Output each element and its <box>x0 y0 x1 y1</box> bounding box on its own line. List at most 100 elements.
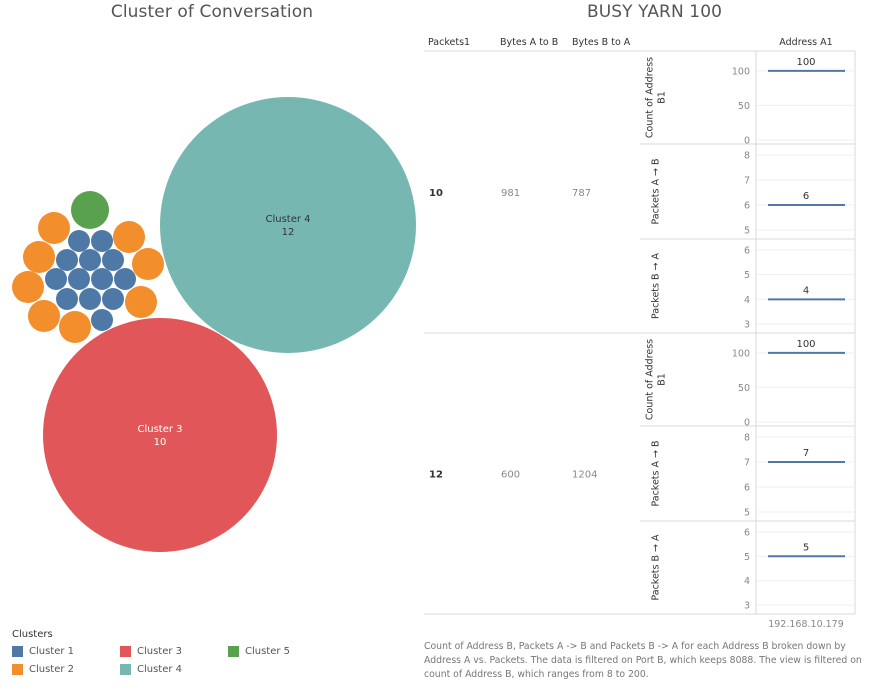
axis-tick-label: 0 <box>744 136 750 147</box>
axis-tick-label: 6 <box>744 201 750 212</box>
measure-name-label: Count of Address B1 <box>645 339 668 420</box>
bubble-cluster-2[interactable] <box>12 271 44 303</box>
legend-title: Clusters <box>12 629 53 640</box>
axis-tick-label: 6 <box>744 483 750 494</box>
measure-name-label: Packets B → A <box>651 252 662 319</box>
column-header: Bytes A to B <box>500 37 558 48</box>
axis-tick-label: 100 <box>732 348 750 359</box>
axis-tick-label: 7 <box>744 176 750 187</box>
legend-label: Cluster 4 <box>137 664 183 675</box>
measure-name-label: Packets A → B <box>651 158 662 224</box>
column-header: Bytes B to A <box>572 37 631 48</box>
bubble-label: Cluster 3 <box>137 424 182 435</box>
axis-tick-label: 8 <box>744 433 750 444</box>
axis-tick-label: 3 <box>744 601 750 612</box>
bubble-value: 12 <box>282 227 295 238</box>
measure-name-label: Packets A → B <box>651 440 662 506</box>
legend-swatch <box>12 646 23 657</box>
address-a-value: 192.168.10.179 <box>768 619 844 630</box>
bubble-cluster-1[interactable] <box>91 309 113 331</box>
legend-item-cluster-1[interactable]: Cluster 1 <box>12 646 74 657</box>
left-chart-title: Cluster of Conversation <box>110 2 314 22</box>
bubble-cluster-2[interactable] <box>113 221 145 253</box>
axis-tick-label: 0 <box>744 418 750 429</box>
legend-item-cluster-4[interactable]: Cluster 4 <box>120 664 182 675</box>
axis-tick-label: 3 <box>744 320 750 331</box>
bubble-value: 10 <box>154 437 167 448</box>
bubble-cluster-1[interactable] <box>102 249 124 271</box>
row-bytes-b-to-a: 787 <box>572 188 591 199</box>
right-chart-title: BUSY YARN 100 <box>586 2 723 22</box>
measure-name-label: Packets B → A <box>651 534 662 601</box>
legend-item-cluster-3[interactable]: Cluster 3 <box>120 646 182 657</box>
value-label: 100 <box>796 339 815 350</box>
svg-text:B1: B1 <box>657 91 668 104</box>
svg-text:B1: B1 <box>657 373 668 386</box>
bubble-cluster-2[interactable] <box>38 212 70 244</box>
column-header: Packets1 <box>428 37 470 48</box>
measure-name-label: Count of Address B1 <box>645 57 668 138</box>
value-label: 7 <box>803 448 809 459</box>
bubble-cluster-2[interactable] <box>59 311 91 343</box>
cluster-legend: Clusters <box>12 629 53 642</box>
value-label: 100 <box>796 57 815 68</box>
value-label: 6 <box>803 191 809 202</box>
axis-tick-label: 50 <box>738 101 750 112</box>
legend-item-cluster-2[interactable]: Cluster 2 <box>12 664 74 675</box>
svg-text:Packets A → B: Packets A → B <box>651 440 662 506</box>
axis-tick-label: 4 <box>744 295 750 306</box>
svg-text:Packets A → B: Packets A → B <box>651 158 662 224</box>
axis-tick-label: 5 <box>744 270 750 281</box>
bubble-cluster-1[interactable] <box>68 268 90 290</box>
bubble-label: Cluster 4 <box>265 214 310 225</box>
row-bytes-a-to-b: 981 <box>501 188 520 199</box>
axis-tick-label: 5 <box>744 552 750 563</box>
value-label: 4 <box>803 285 809 296</box>
axis-tick-label: 5 <box>744 508 750 519</box>
bubble-cluster-2[interactable] <box>23 241 55 273</box>
legend-swatch <box>120 664 131 675</box>
legend-swatch <box>228 646 239 657</box>
column-header-address-a: Address A1 <box>779 37 832 48</box>
axis-tick-label: 8 <box>744 151 750 162</box>
legend-swatch <box>120 646 131 657</box>
axis-tick-label: 6 <box>744 527 750 538</box>
legend-label: Cluster 3 <box>137 646 183 657</box>
bubble-cluster-1[interactable] <box>79 288 101 310</box>
row-bytes-b-to-a: 1204 <box>572 470 597 481</box>
svg-text:Packets B → A: Packets B → A <box>651 534 662 601</box>
bubble-chart: Cluster 4 12 Cluster 3 10 <box>12 97 416 552</box>
bubble-cluster-2[interactable] <box>125 286 157 318</box>
value-label: 5 <box>803 542 809 553</box>
axis-tick-label: 4 <box>744 576 750 587</box>
bubble-cluster-1[interactable] <box>91 230 113 252</box>
axis-tick-label: 50 <box>738 383 750 394</box>
bubble-cluster-3[interactable] <box>43 318 277 552</box>
axis-tick-label: 7 <box>744 458 750 469</box>
bubble-cluster-4[interactable] <box>160 97 416 353</box>
bubble-cluster-1[interactable] <box>91 268 113 290</box>
row-bytes-a-to-b: 600 <box>501 470 520 481</box>
bubble-cluster-1[interactable] <box>68 230 90 252</box>
bubble-cluster-5[interactable] <box>71 191 109 229</box>
bubble-cluster-1[interactable] <box>102 288 124 310</box>
legend-item-cluster-5[interactable]: Cluster 5 <box>228 646 290 657</box>
legend-label: Cluster 1 <box>29 646 75 657</box>
bubble-cluster-1[interactable] <box>56 249 78 271</box>
legend-label: Cluster 2 <box>29 664 75 675</box>
svg-text:Count of Address: Count of Address <box>645 339 656 420</box>
chart-caption: Count of Address B, Packets A -> B and P… <box>424 641 862 680</box>
bubble-cluster-2[interactable] <box>28 300 60 332</box>
measure-table: Packets1 Bytes A to B Bytes B to A Address … <box>424 37 856 630</box>
bubble-cluster-1[interactable] <box>114 268 136 290</box>
bubble-cluster-1[interactable] <box>45 268 67 290</box>
legend-swatch <box>12 664 23 675</box>
row-packets: 12 <box>429 470 443 481</box>
bubble-cluster-2[interactable] <box>132 248 164 280</box>
axis-tick-label: 5 <box>744 226 750 237</box>
legend-label: Cluster 5 <box>245 646 291 657</box>
bubble-cluster-1[interactable] <box>56 288 78 310</box>
axis-tick-label: 6 <box>744 245 750 256</box>
bubble-cluster-1[interactable] <box>79 249 101 271</box>
svg-text:Packets B → A: Packets B → A <box>651 252 662 319</box>
